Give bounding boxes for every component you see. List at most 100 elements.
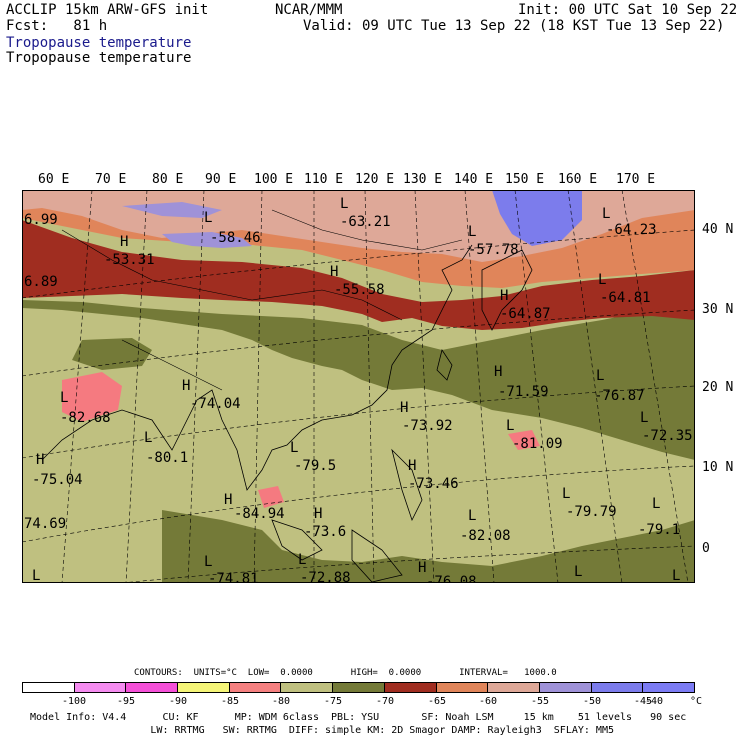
map-frame bbox=[22, 190, 695, 583]
extremum-value: -76.08 bbox=[426, 574, 477, 583]
extremum-value: -80.1 bbox=[146, 450, 188, 466]
extremum-letter: L bbox=[602, 206, 610, 222]
lon-label: 160 E bbox=[558, 172, 598, 187]
lon-label: 110 E bbox=[304, 172, 344, 187]
extremum-value: -71.59 bbox=[498, 384, 549, 400]
edge-value: 6.99 bbox=[24, 212, 58, 228]
extremum-value: -57.78 bbox=[468, 242, 519, 258]
colorbar-tick: -70 bbox=[375, 696, 395, 707]
extremum-value: -63.21 bbox=[340, 214, 391, 230]
extremum-value: -84.94 bbox=[234, 506, 285, 522]
extremum-letter: L bbox=[204, 210, 212, 226]
init-time: Init: 00 UTC Sat 10 Sep 22 bbox=[518, 2, 738, 18]
extremum-letter: H bbox=[494, 364, 502, 380]
extremum-letter: H bbox=[182, 378, 190, 394]
colorbar-unit: °C bbox=[689, 696, 703, 707]
extremum-letter: L bbox=[60, 390, 68, 406]
extremum-letter: H bbox=[408, 458, 416, 474]
colorbar-tick: -95 bbox=[116, 696, 136, 707]
extremum-letter: H bbox=[400, 400, 408, 416]
extremum-value: -73.46 bbox=[408, 476, 459, 492]
extremum-letter: L bbox=[468, 508, 476, 524]
extremum-value: -74.81 bbox=[208, 571, 259, 583]
extremum-value: -73.92 bbox=[402, 418, 453, 434]
colorbar-tick: -90 bbox=[168, 696, 188, 707]
contours-info: CONTOURS: UNITS=°C LOW= 0.0000 HIGH= 0.0… bbox=[134, 668, 557, 678]
model-title: ACCLIP 15km ARW-GFS init bbox=[6, 2, 209, 18]
extremum-letter: L bbox=[506, 418, 514, 434]
lat-label: 40 N bbox=[702, 222, 734, 237]
borders bbox=[61, 209, 463, 391]
field-dark-olive-patch bbox=[72, 338, 152, 370]
lon-label: 60 E bbox=[38, 172, 70, 187]
extremum-letter: L bbox=[652, 496, 660, 512]
extremum-value: -58.46 bbox=[210, 230, 261, 246]
forecast-hour: Fcst: 81 h bbox=[6, 18, 108, 34]
colorbar-tick: -60 bbox=[478, 696, 498, 707]
extremum-letter: L bbox=[640, 410, 648, 426]
field-dark-olive-south bbox=[162, 510, 695, 583]
extremum-value: -82.08 bbox=[460, 528, 511, 544]
extremum-letter: H bbox=[500, 288, 508, 304]
extremum-letter: L bbox=[672, 568, 680, 583]
colorbar-tick: -80 bbox=[271, 696, 291, 707]
lon-label: 70 E bbox=[95, 172, 127, 187]
extremum-letter: L bbox=[144, 430, 152, 446]
extremum-value: -74.04 bbox=[190, 396, 241, 412]
coastlines bbox=[41, 244, 533, 583]
extremum-letter: L bbox=[290, 440, 298, 456]
extremum-value: -75.04 bbox=[32, 472, 83, 488]
extremum-letter: L bbox=[340, 196, 348, 212]
colorbar-segment bbox=[333, 683, 385, 692]
extremum-value: -81.09 bbox=[512, 436, 563, 452]
field-title-2: Tropopause temperature bbox=[6, 50, 192, 66]
edge-value: 74.69 bbox=[24, 516, 66, 532]
colorbar-segment bbox=[488, 683, 540, 692]
extremum-value: -79.5 bbox=[294, 458, 336, 474]
colorbar-tick: -75 bbox=[323, 696, 343, 707]
lon-label: 130 E bbox=[403, 172, 443, 187]
extremum-letter: L bbox=[574, 564, 582, 580]
lon-label: 140 E bbox=[454, 172, 494, 187]
colorbar-segment bbox=[281, 683, 334, 692]
colorbar bbox=[22, 682, 695, 693]
colorbar-segment bbox=[643, 683, 694, 692]
colorbar-segment bbox=[178, 683, 230, 692]
model-info-line-2: LW: RRTMG SW: RRTMG DIFF: simple KM: 2D … bbox=[30, 725, 614, 736]
extremum-letter: H bbox=[418, 560, 426, 576]
colorbar-tick: -65 bbox=[427, 696, 447, 707]
extremum-value: -53.31 bbox=[104, 252, 155, 268]
colorbar-tick: -40 bbox=[644, 696, 664, 707]
center-label: NCAR/MMM bbox=[275, 2, 343, 18]
extremum-letter: L bbox=[598, 272, 606, 288]
extremum-value: -72.35 bbox=[642, 428, 693, 444]
extremum-letter: H bbox=[314, 506, 322, 522]
lon-label: 80 E bbox=[152, 172, 184, 187]
extremum-letter: L bbox=[204, 554, 212, 570]
lat-label: 0 bbox=[702, 541, 710, 556]
tropopause-temperature-map: H -53.31 L -58.46 L -63.21 L -57.78 L -6… bbox=[22, 190, 695, 583]
colorbar-segment bbox=[229, 683, 282, 692]
colorbar-tick: -85 bbox=[220, 696, 240, 707]
extremum-letter: H bbox=[120, 234, 128, 250]
extremum-value: -64.87 bbox=[500, 306, 551, 322]
extremum-value: -64.81 bbox=[600, 290, 651, 306]
lon-label: 170 E bbox=[616, 172, 656, 187]
field-salmon-patch bbox=[508, 430, 540, 450]
extremum-value: -82.68 bbox=[60, 410, 111, 426]
colorbar-segment bbox=[591, 683, 644, 692]
colorbar-tick: -55 bbox=[530, 696, 550, 707]
extremum-value: -72.88 bbox=[300, 570, 351, 583]
extremum-value: -73.6 bbox=[304, 524, 346, 540]
extremum-value: -64.23 bbox=[606, 222, 657, 238]
colorbar-segment bbox=[539, 683, 592, 692]
extremum-letter: L bbox=[468, 224, 476, 240]
edge-value: 6.89 bbox=[24, 274, 58, 290]
extremum-letter: H bbox=[36, 452, 44, 468]
colorbar-tick: -100 bbox=[61, 696, 87, 707]
extremum-letter: L bbox=[32, 568, 40, 583]
extremum-value: -55.58 bbox=[334, 282, 385, 298]
field-lavender-patch bbox=[122, 202, 222, 218]
extremum-value: -76.87 bbox=[594, 388, 645, 404]
extremum-letter: L bbox=[562, 486, 570, 502]
